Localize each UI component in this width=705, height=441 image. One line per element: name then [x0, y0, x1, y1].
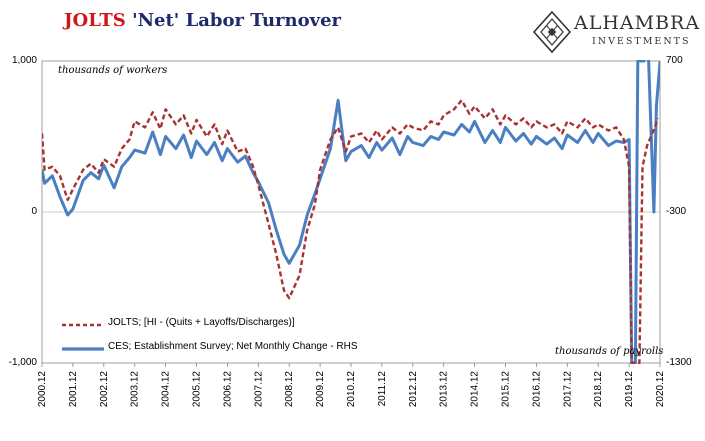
x-tick-label: 2008.12: [284, 371, 295, 408]
diamond-lattice-icon: [532, 10, 572, 54]
x-tick-label: 2011.12: [377, 371, 388, 407]
x-tick-label: 2012.12: [408, 371, 419, 408]
y-right-tick-label: -1300: [666, 357, 692, 368]
y-left-tick-label: 1,000: [11, 55, 37, 66]
x-tick-label: 2016.12: [531, 371, 542, 408]
x-tick-label: 2018.12: [593, 371, 604, 408]
x-tick-label: 2009.12: [315, 371, 326, 408]
series-layer: [42, 60, 660, 364]
legend-swatch-jolts: [62, 323, 104, 327]
legend-swatch-ces: [62, 347, 104, 351]
y-left-tick-label: 0: [31, 206, 37, 217]
title-part-blue: 'Net' Labor Turnover: [132, 10, 342, 31]
x-tick-label: 2014.12: [470, 371, 481, 408]
x-tick-label: 2000.12: [37, 371, 48, 408]
x-tick-label: 2015.12: [501, 371, 512, 408]
x-tick-label: 2019.12: [624, 371, 635, 408]
x-tick-label: 2004.12: [161, 371, 172, 408]
x-tick-label: 2002.12: [99, 371, 110, 408]
logo-subtitle: INVESTMENTS: [592, 36, 691, 47]
x-tick-label: 2003.12: [130, 371, 141, 408]
x-tick-label: 2006.12: [222, 371, 233, 408]
legend-label-ces: CES; Establishment Survey; Net Monthly C…: [108, 341, 358, 352]
title-part-red: JOLTS: [64, 10, 126, 31]
x-tick-label: 2013.12: [439, 371, 450, 408]
right-axis-units: thousands of payrolls: [555, 346, 664, 357]
y-left-tick-label: -1,000: [8, 357, 37, 368]
chart-title: JOLTS 'Net' Labor Turnover: [64, 10, 341, 31]
y-right-tick-label: 700: [666, 55, 683, 66]
x-tick-label: 2005.12: [192, 371, 203, 408]
series-line-jolts: [42, 99, 660, 364]
series-line-ces: [42, 60, 660, 364]
x-tick-label: 2020.12: [655, 371, 666, 408]
x-axis: 2000.12 2001.12 2002.12 2003.12 2004.12 2005.…: [37, 363, 666, 407]
legend-label-jolts: JOLTS; [HI - (Quits + Layoffs/Discharges…: [108, 317, 295, 328]
left-axis-units: thousands of workers: [58, 65, 168, 76]
x-tick-label: 2010.12: [346, 371, 357, 408]
x-tick-label: 2007.12: [253, 371, 264, 408]
company-logo: ALHAMBRA INVESTMENTS: [530, 8, 700, 56]
y-right-tick-label: -300: [666, 206, 687, 217]
logo-wordmark: ALHAMBRA: [574, 12, 701, 34]
x-tick-label: 2001.12: [68, 371, 79, 408]
x-tick-label: 2017.12: [562, 371, 573, 408]
